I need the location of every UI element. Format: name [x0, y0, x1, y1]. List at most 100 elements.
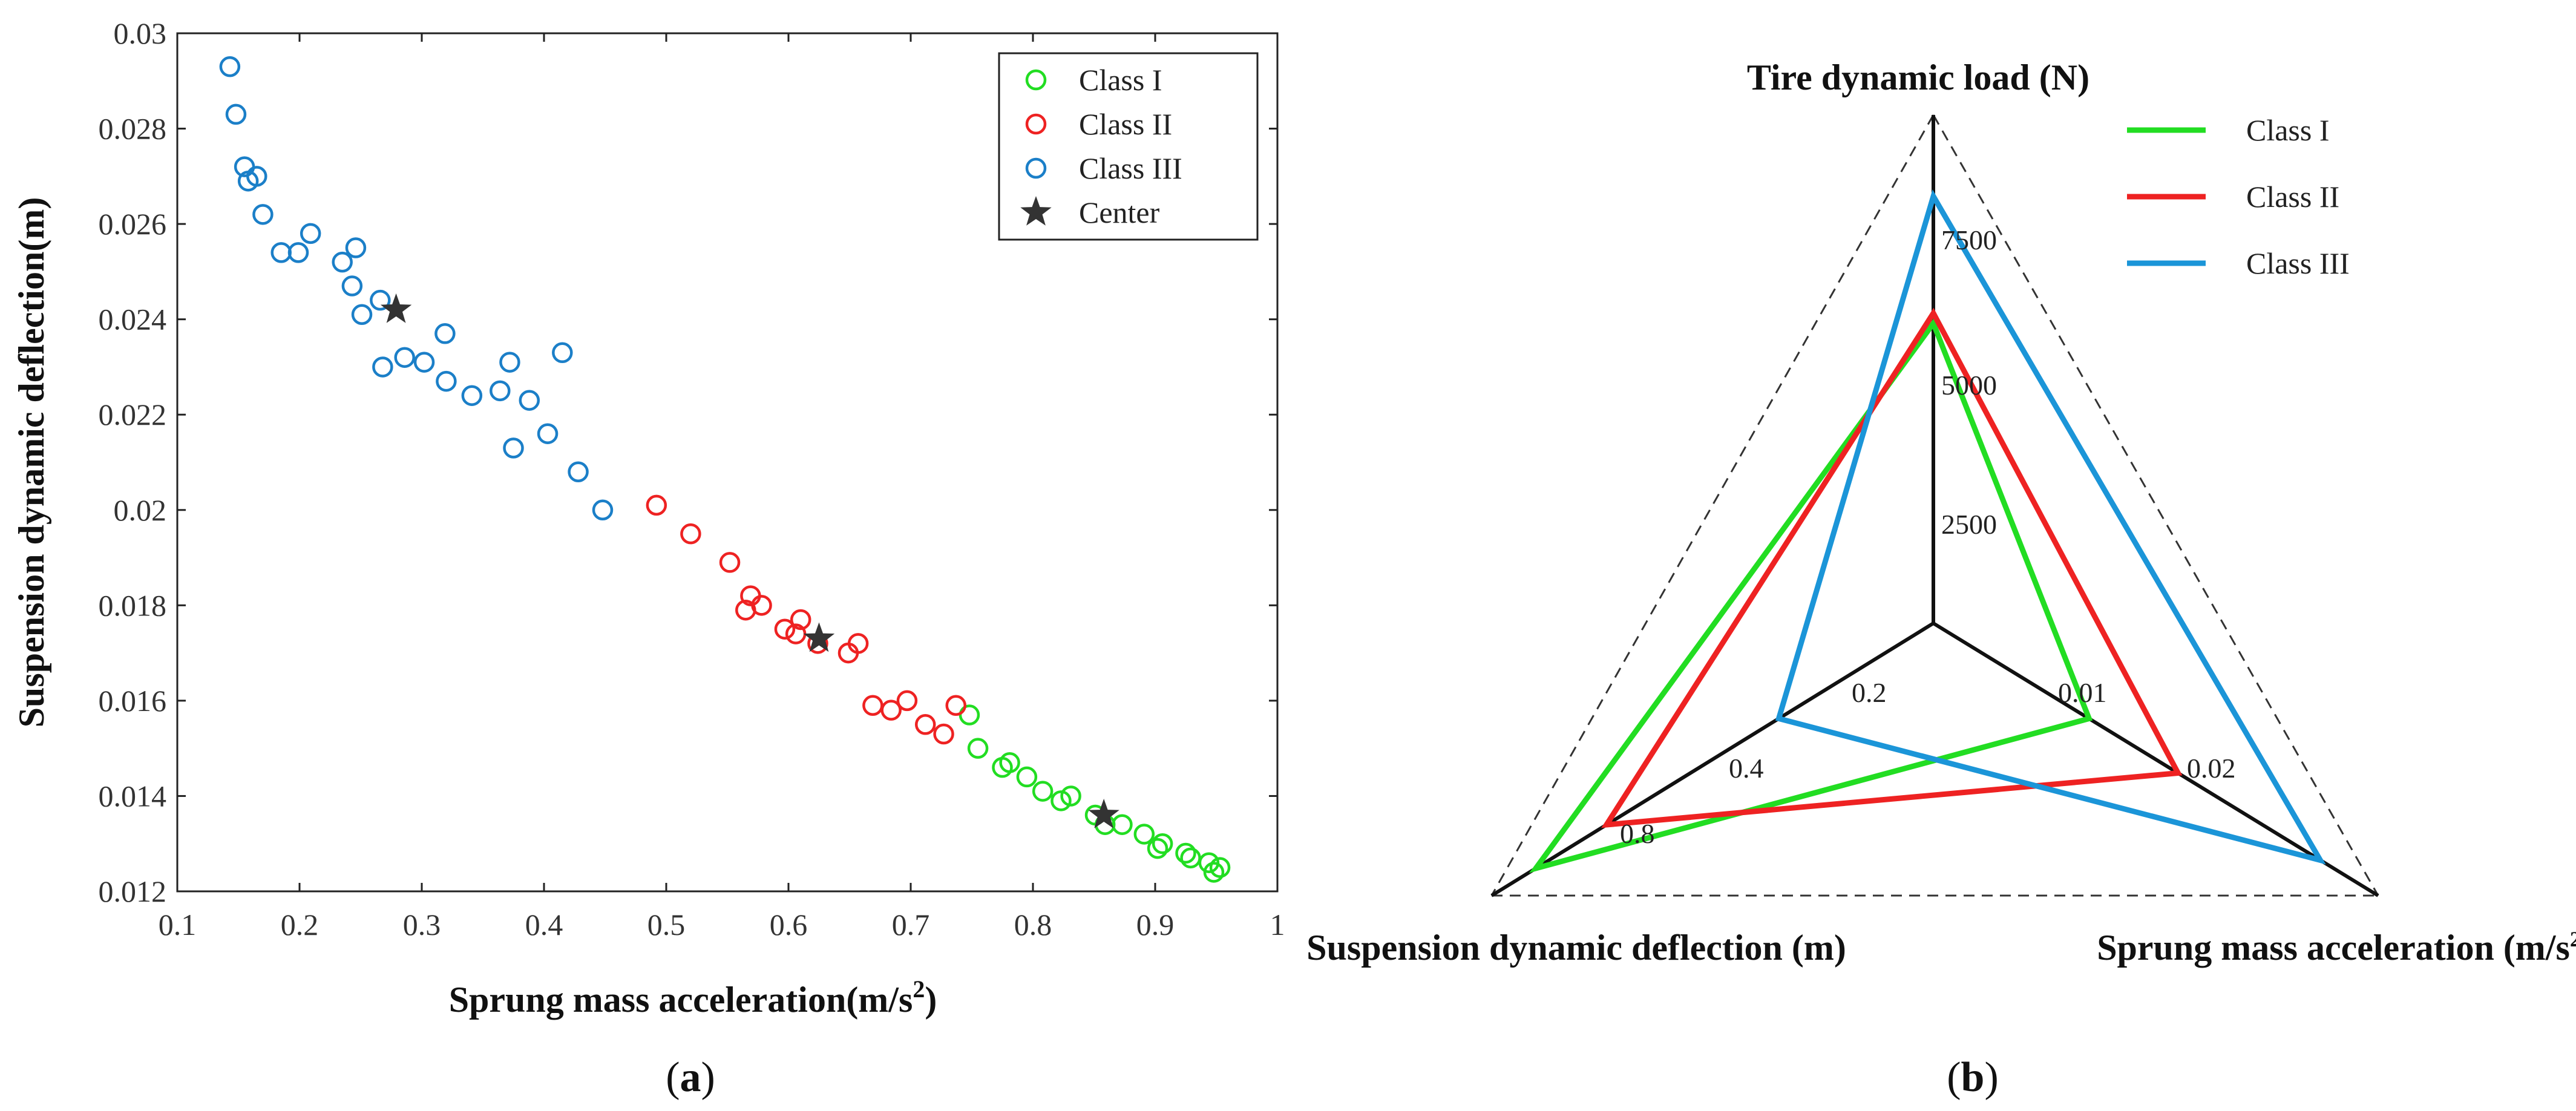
legend-marker — [1025, 69, 1047, 91]
scatter-point-class-3 — [219, 56, 241, 77]
scatter-point-class-1 — [1016, 766, 1038, 788]
radar-axis-suspension — [1490, 621, 1935, 897]
scatter-point-class-3 — [436, 370, 457, 392]
scatter-point-class-3 — [370, 289, 391, 311]
scatter-point-class-1 — [1112, 814, 1133, 835]
panel-letter-a: a — [680, 1054, 701, 1101]
radar-legend-label: Class II — [2246, 180, 2339, 214]
panel-letter-b: b — [1961, 1054, 1985, 1101]
scatter-point-class-3 — [345, 237, 367, 258]
radar-tick-sprung-0.01: 0.01 — [2058, 677, 2107, 708]
radar-tick-tire-5000: 5000 — [1941, 370, 1997, 401]
scatter-point-class-2 — [847, 633, 869, 654]
scatter-point-class-2 — [880, 700, 902, 721]
radar-legend-label: Class I — [2246, 113, 2330, 147]
legend-label: Class I — [1079, 63, 1162, 97]
x-tick-label: 0.6 — [770, 908, 808, 942]
legend-label: Center — [1079, 195, 1160, 229]
scatter-point-class-3 — [252, 204, 274, 225]
radar-tick-tire-2500: 2500 — [1941, 509, 1997, 540]
scatter-panel: 0.1 0.2 0.3 0.4 0.5 0.6 0.7 0.8 0.9 1 0.0120.0140… — [11, 16, 1285, 1101]
scatter-point-class-1 — [1060, 785, 1081, 807]
legend-label: Class II — [1079, 107, 1172, 141]
radar-tick-susp-0.2: 0.2 — [1852, 677, 1887, 708]
radar-series — [1529, 189, 2326, 873]
radar-panel: 2500 5000 7500 0.01 0.02 0.2 0.4 0.8 Tir… — [1306, 57, 2576, 1101]
radar-axis-label-sprung-mass: Sprung mass acceleration (m/s2) — [2097, 927, 2576, 968]
scatter-point-class-2 — [646, 494, 667, 516]
scatter-point-class-3 — [592, 499, 614, 521]
scatter-point-class-3 — [434, 323, 456, 344]
x-axis-label: Sprung mass acceleration(m/s2) — [449, 975, 937, 1020]
radar-tick-susp-0.4: 0.4 — [1729, 753, 1764, 784]
y-tick-label: 0.012 — [99, 874, 167, 908]
scatter-point-class-1 — [1032, 781, 1054, 802]
radar-outer-right-edge — [1932, 114, 2379, 896]
radar-tick-tire-7500: 7500 — [1941, 224, 1997, 255]
x-tick-label: 0.9 — [1136, 908, 1175, 942]
legend-marker — [1025, 113, 1047, 135]
scatter-point-class-3 — [246, 166, 267, 187]
y-tick-label: 0.024 — [99, 303, 167, 336]
y-axis-label: Suspension dynamic deflection(m) — [11, 197, 51, 728]
y-axis-ticks: 0.012 0.014 0.016 0.018 0.02 0.022 0.024 0.026 0… — [99, 16, 1277, 908]
radar-series-class-2 — [1601, 307, 2183, 828]
x-tick-label: 0.2 — [281, 908, 319, 942]
scatter-point-class-3 — [490, 380, 511, 402]
legend-label: Class III — [1079, 151, 1182, 185]
scatter-point-class-2 — [945, 695, 966, 716]
scatter-point-class-1 — [1203, 862, 1225, 883]
radar-legend: Class I Class II Class III — [2127, 113, 2350, 280]
scatter-point-class-3 — [461, 385, 483, 406]
panel-label-a: (a) — [666, 1054, 715, 1101]
y-tick-label: 0.022 — [99, 398, 167, 431]
scatter-points — [219, 56, 1231, 883]
scatter-legend: Class I Class II Class III Center — [998, 52, 1259, 241]
scatter-point-class-3 — [332, 251, 353, 273]
scatter-point-class-3 — [394, 347, 415, 368]
radar-outer-left-edge — [1490, 114, 1935, 896]
radar-series-class-3 — [1775, 189, 2326, 865]
center-star-point — [380, 293, 412, 323]
panel-label-b: (b) — [1947, 1054, 1999, 1101]
scatter-point-class-1 — [1175, 842, 1196, 864]
radar-tick-sprung-0.02: 0.02 — [2187, 753, 2236, 784]
scatter-point-class-1 — [1152, 833, 1173, 854]
scatter-point-class-1 — [1133, 824, 1155, 845]
scatter-point-class-3 — [519, 390, 540, 411]
scatter-point-class-1 — [1050, 790, 1072, 811]
y-tick-label: 0.016 — [99, 684, 167, 718]
scatter-point-class-2 — [790, 609, 811, 631]
scatter-point-class-2 — [914, 714, 936, 735]
legend-marker — [1025, 157, 1047, 179]
x-tick-label: 0.7 — [892, 908, 930, 942]
y-tick-label: 0.018 — [99, 588, 167, 622]
y-tick-label: 0.02 — [114, 493, 167, 527]
scatter-point-class-3 — [300, 223, 321, 244]
scatter-point-class-2 — [933, 723, 954, 745]
scatter-point-class-1 — [1209, 857, 1231, 878]
x-axis-ticks: 0.1 0.2 0.3 0.4 0.5 0.6 0.7 0.8 0.9 1 — [159, 33, 1285, 942]
scatter-point-class-1 — [967, 738, 989, 759]
x-tick-label: 1 — [1270, 908, 1285, 942]
x-tick-label: 0.5 — [647, 908, 686, 942]
scatter-point-class-1 — [1147, 837, 1168, 859]
center-star-point — [1088, 799, 1119, 828]
scatter-point-class-3 — [568, 461, 589, 483]
radar-axis-label-tire-load: Tire dynamic load (N) — [1747, 57, 2089, 97]
scatter-point-class-3 — [413, 352, 435, 373]
scatter-point-class-3 — [499, 352, 520, 373]
scatter-point-class-3 — [552, 342, 573, 364]
x-tick-label: 0.8 — [1014, 908, 1052, 942]
y-tick-label: 0.028 — [99, 112, 167, 146]
y-tick-label: 0.03 — [114, 16, 167, 50]
scatter-point-class-3 — [225, 103, 247, 125]
x-tick-label: 0.4 — [525, 908, 563, 942]
scatter-point-class-3 — [351, 304, 373, 326]
legend-box — [998, 52, 1259, 241]
scatter-point-class-2 — [774, 618, 796, 640]
scatter-point-class-2 — [896, 690, 918, 712]
scatter-point-class-3 — [537, 423, 559, 444]
scatter-point-class-2 — [719, 552, 741, 573]
